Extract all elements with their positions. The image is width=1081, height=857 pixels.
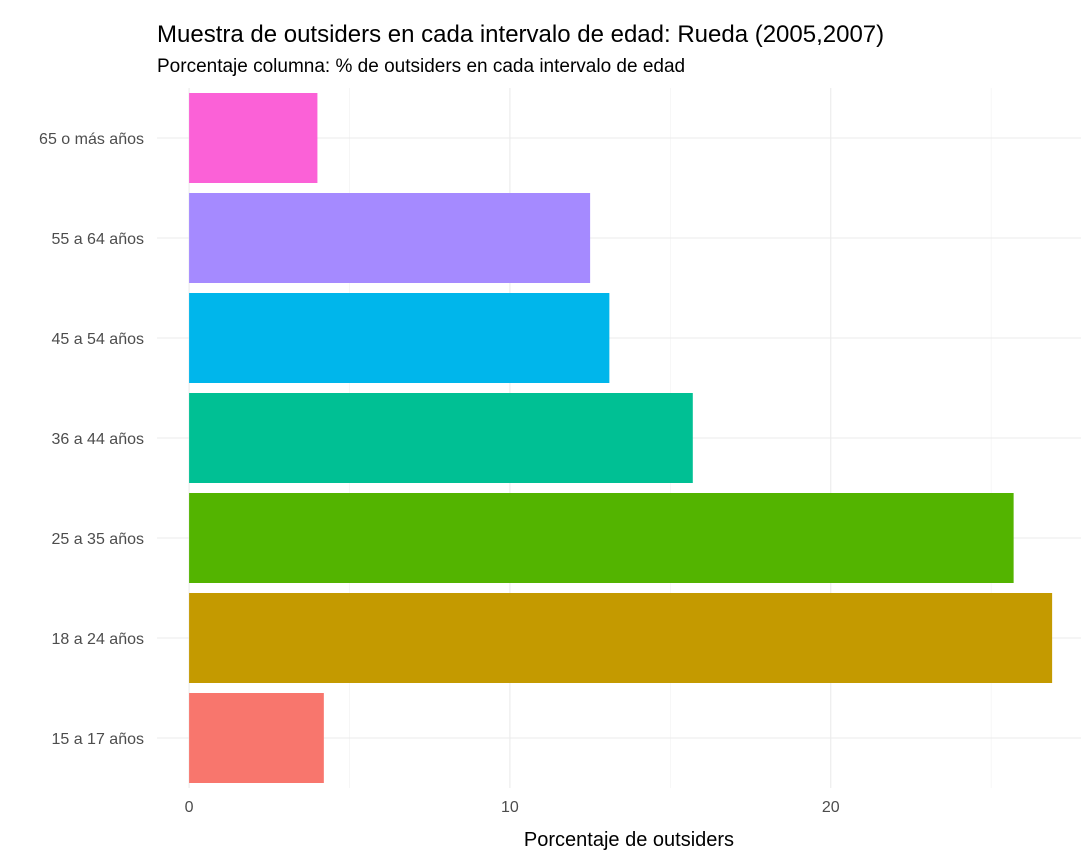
y-tick-label: 25 a 35 años xyxy=(51,531,144,548)
y-tick-label: 45 a 54 años xyxy=(51,331,144,348)
x-axis-tick-labels: 0 10 20 xyxy=(185,799,840,816)
y-tick-label: 15 a 17 años xyxy=(51,731,144,748)
x-tick-label: 20 xyxy=(822,799,840,816)
x-tick-label: 0 xyxy=(185,799,194,816)
y-tick-label: 36 a 44 años xyxy=(51,431,144,448)
y-tick-label: 18 a 24 años xyxy=(51,631,144,648)
bar-3 xyxy=(189,493,1014,583)
y-tick-label: 65 o más años xyxy=(39,131,144,148)
bar-2 xyxy=(189,593,1053,683)
x-axis-title: Porcentaje de outsiders xyxy=(524,829,734,851)
bar-6 xyxy=(189,193,591,283)
bar-1 xyxy=(189,693,324,783)
chart-subtitle: Porcentaje columna: % de outsiders en ca… xyxy=(157,56,685,77)
y-tick-label: 55 a 64 años xyxy=(51,231,144,248)
bar-4 xyxy=(189,393,693,483)
chart-title: Muestra de outsiders en cada intervalo d… xyxy=(157,21,884,48)
y-axis-tick-labels: 15 a 17 años 18 a 24 años 25 a 35 años 36 a… xyxy=(39,131,144,748)
bar-5 xyxy=(189,293,610,383)
x-tick-label: 10 xyxy=(501,799,519,816)
bar-7 xyxy=(189,93,318,183)
bars xyxy=(189,93,1053,783)
